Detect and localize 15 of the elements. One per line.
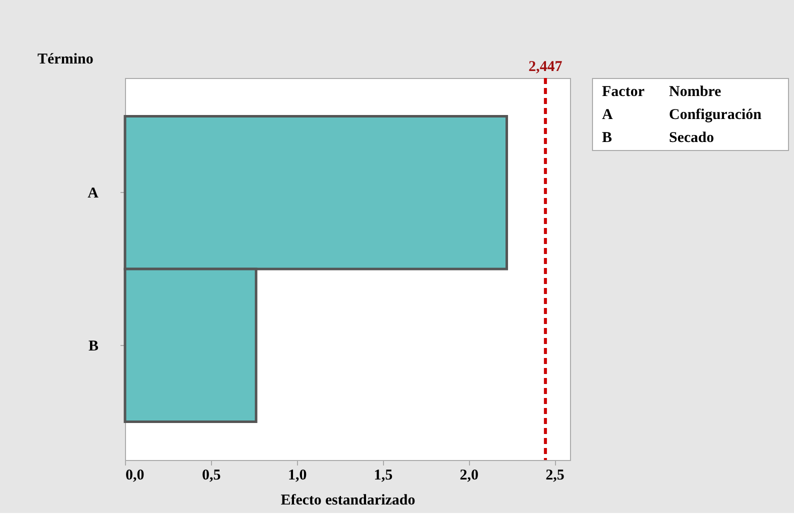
text: Factor [602, 84, 645, 100]
text: Nombre [669, 84, 722, 100]
x-tick-label: 2,0 [460, 468, 479, 484]
x-tick-label: 2,5 [546, 468, 564, 484]
text: Configuración [669, 107, 762, 123]
x-tick-label: 1,5 [374, 468, 393, 484]
ref-line-label: 2,447 [528, 59, 563, 75]
x-tick-label: 1,0 [288, 468, 307, 484]
x-tick-label: 0,0 [126, 468, 144, 484]
y-axis-title: Término [38, 52, 94, 68]
text: A [602, 107, 613, 123]
text: Secado [669, 130, 714, 146]
text: B [602, 130, 612, 146]
x-axis-title: Efecto estandarizado [280, 492, 416, 508]
x-tick-label: 0,5 [202, 468, 221, 484]
